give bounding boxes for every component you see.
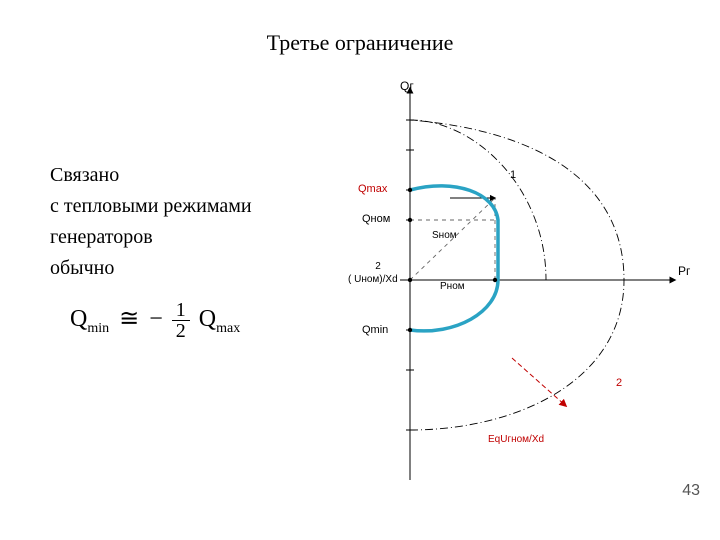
svg-text:Qг: Qг: [400, 80, 414, 93]
svg-text:( Uном)/Хd: ( Uном)/Хd: [348, 274, 398, 285]
formula-rhs-base: Q: [199, 306, 216, 332]
svg-text:Pном: Pном: [440, 281, 465, 292]
formula-lhs-base: Q: [70, 306, 87, 332]
body-line-2: с тепловыми режимами: [50, 191, 252, 222]
body-line-1: Связано: [50, 160, 252, 191]
body-text: Связано с тепловыми режимами генераторов…: [50, 160, 252, 284]
capability-diagram: Qг Pг Qmax Qном Sном Pном Qmin 1 2 ЕqUгном/Хd 2 ( U…: [300, 80, 700, 500]
svg-text:Sном: Sном: [432, 230, 457, 241]
svg-text:Pг: Pг: [678, 264, 691, 278]
body-line-3: генераторов: [50, 222, 252, 253]
fraction-den: 2: [172, 321, 190, 341]
svg-text:1: 1: [510, 169, 516, 181]
svg-text:ЕqUгном/Хd: ЕqUгном/Хd: [488, 434, 544, 445]
formula-rhs-sub: max: [216, 321, 240, 336]
slide-root: Третье ограничение Связано с тепловыми р…: [0, 0, 720, 540]
svg-text:Qmin: Qmin: [362, 324, 388, 336]
formula-qmin: Qmin ≅ − 1 2 Qmax: [70, 300, 240, 341]
svg-text:Qном: Qном: [362, 213, 390, 225]
svg-text:2: 2: [616, 377, 622, 389]
minus-sign: −: [149, 306, 163, 332]
approx-symbol: ≅: [115, 306, 143, 332]
svg-text:Qmax: Qmax: [358, 183, 388, 195]
diagram-svg: Qг Pг Qmax Qном Sном Pном Qmin 1 2 ЕqUгном/Хd 2 ( U…: [300, 80, 700, 500]
fraction-num: 1: [172, 300, 190, 321]
fraction-half: 1 2: [172, 300, 190, 341]
body-line-4: обычно: [50, 253, 252, 284]
svg-text:2: 2: [375, 261, 381, 272]
slide-title: Третье ограничение: [0, 30, 720, 56]
formula-lhs-sub: min: [87, 321, 109, 336]
